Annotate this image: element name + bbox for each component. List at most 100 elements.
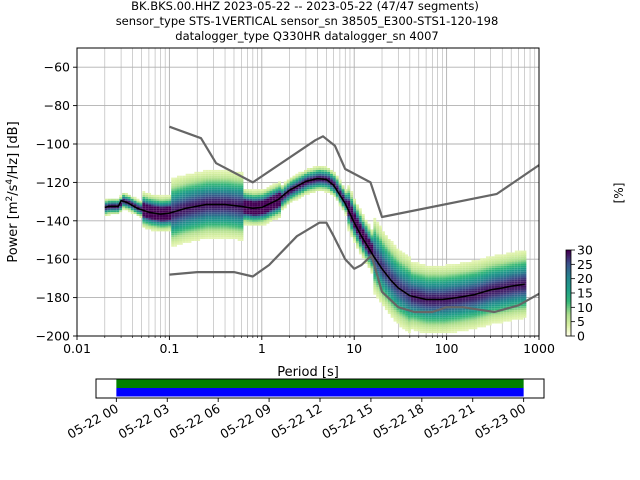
heatmap-cell: [413, 273, 417, 276]
heatmap-cell: [442, 296, 446, 299]
heatmap-cell: [214, 171, 218, 174]
heatmap-cell: [182, 216, 186, 218]
heatmap-cell: [483, 319, 486, 322]
heatmap-cell: [410, 312, 414, 314]
heatmap-cell: [509, 262, 512, 264]
heatmap-cell: [471, 269, 475, 272]
heatmap-cell: [191, 221, 195, 224]
heatmap-cell: [396, 296, 400, 299]
heatmap-cell: [260, 204, 264, 207]
heatmap-cell: [474, 313, 478, 316]
heatmap-cell: [234, 177, 238, 180]
heatmap-cell: [451, 292, 455, 295]
heatmap-cell: [419, 290, 423, 293]
heatmap-cell: [387, 244, 391, 247]
heatmap-cell: [390, 308, 394, 311]
heatmap-cell: [387, 306, 391, 309]
heatmap-cell: [523, 294, 527, 297]
heatmap-cell: [252, 219, 255, 222]
heatmap-cell: [373, 248, 377, 251]
heatmap-cell: [511, 300, 515, 303]
heatmap-cell: [275, 208, 279, 211]
heatmap-cell: [194, 194, 198, 197]
heatmap-cell: [506, 285, 510, 288]
heatmap-cell: [465, 281, 469, 284]
heatmap-cell: [503, 304, 507, 307]
heatmap-cell: [191, 187, 195, 190]
heatmap-cell: [405, 290, 409, 293]
heatmap-cell: [509, 294, 512, 297]
heatmap-cell: [162, 229, 166, 232]
heatmap-cell: [234, 192, 238, 195]
heatmap-cell: [275, 210, 279, 213]
heatmap-cell: [511, 315, 515, 318]
heatmap-cell: [214, 225, 218, 228]
heatmap-cell: [367, 237, 371, 240]
heatmap-cell: [214, 185, 218, 188]
timeline-tick-label: 05-22 09: [217, 401, 273, 442]
heatmap-cell: [433, 287, 437, 289]
heatmap-cell: [387, 285, 391, 288]
heatmap-cell: [454, 273, 458, 276]
heatmap-cell: [477, 277, 481, 280]
heatmap-cell: [165, 196, 169, 199]
heatmap-cell: [202, 192, 206, 195]
heatmap-cell: [312, 166, 316, 168]
heatmap-cell: [370, 269, 374, 272]
heatmap-cell: [459, 321, 463, 324]
heatmap-cell: [422, 317, 426, 320]
heatmap-cell: [168, 210, 172, 213]
heatmap-cell: [257, 200, 261, 203]
heatmap-cell: [171, 223, 175, 226]
heatmap-cell: [500, 288, 504, 291]
heatmap-cell: [321, 185, 325, 188]
heatmap-cell: [419, 329, 423, 332]
heatmap-cell: [393, 285, 397, 288]
heatmap-cell: [405, 327, 409, 330]
heatmap-cell: [399, 292, 403, 295]
heatmap-cell: [208, 198, 212, 201]
heatmap-cell: [330, 181, 333, 184]
heatmap-cell: [373, 252, 377, 255]
heatmap-cell: [503, 315, 507, 318]
heatmap-cell: [514, 315, 518, 318]
heatmap-cell: [511, 298, 515, 301]
heatmap-cell: [431, 315, 434, 318]
heatmap-cell: [185, 177, 189, 180]
heatmap-cell: [416, 283, 420, 286]
heatmap-cell: [292, 183, 296, 186]
heatmap-cell: [465, 271, 469, 274]
heatmap-cell: [272, 214, 276, 216]
heatmap-cell: [353, 225, 357, 228]
heatmap-cell: [517, 273, 521, 276]
heatmap-cell: [142, 202, 146, 205]
heatmap-cell: [327, 169, 331, 172]
heatmap-cell: [506, 279, 510, 282]
heatmap-cell: [506, 283, 510, 286]
heatmap-cell: [485, 269, 489, 272]
heatmap-cell: [312, 175, 316, 178]
heatmap-cell: [379, 300, 383, 303]
heatmap-cell: [459, 302, 463, 305]
heatmap-cell: [448, 277, 452, 280]
heatmap-cell: [402, 304, 406, 307]
heatmap-cell: [148, 194, 152, 197]
heatmap-cell: [148, 208, 152, 211]
heatmap-cell: [483, 260, 486, 263]
heatmap-cell: [182, 183, 186, 186]
heatmap-cell: [168, 196, 172, 199]
heatmap-cell: [410, 325, 414, 328]
heatmap-cell: [142, 191, 146, 193]
heatmap-cell: [226, 192, 229, 195]
heatmap-cell: [234, 208, 238, 211]
heatmap-cell: [448, 308, 452, 311]
heatmap-cell: [202, 231, 206, 234]
heatmap-cell: [520, 296, 524, 299]
heatmap-cell: [237, 183, 241, 186]
heatmap-cell: [220, 169, 224, 172]
heatmap-cell: [390, 294, 394, 297]
heatmap-cell: [382, 235, 385, 238]
heatmap-cell: [468, 296, 472, 299]
heatmap-cell: [436, 275, 440, 278]
heatmap-cell: [208, 181, 212, 184]
